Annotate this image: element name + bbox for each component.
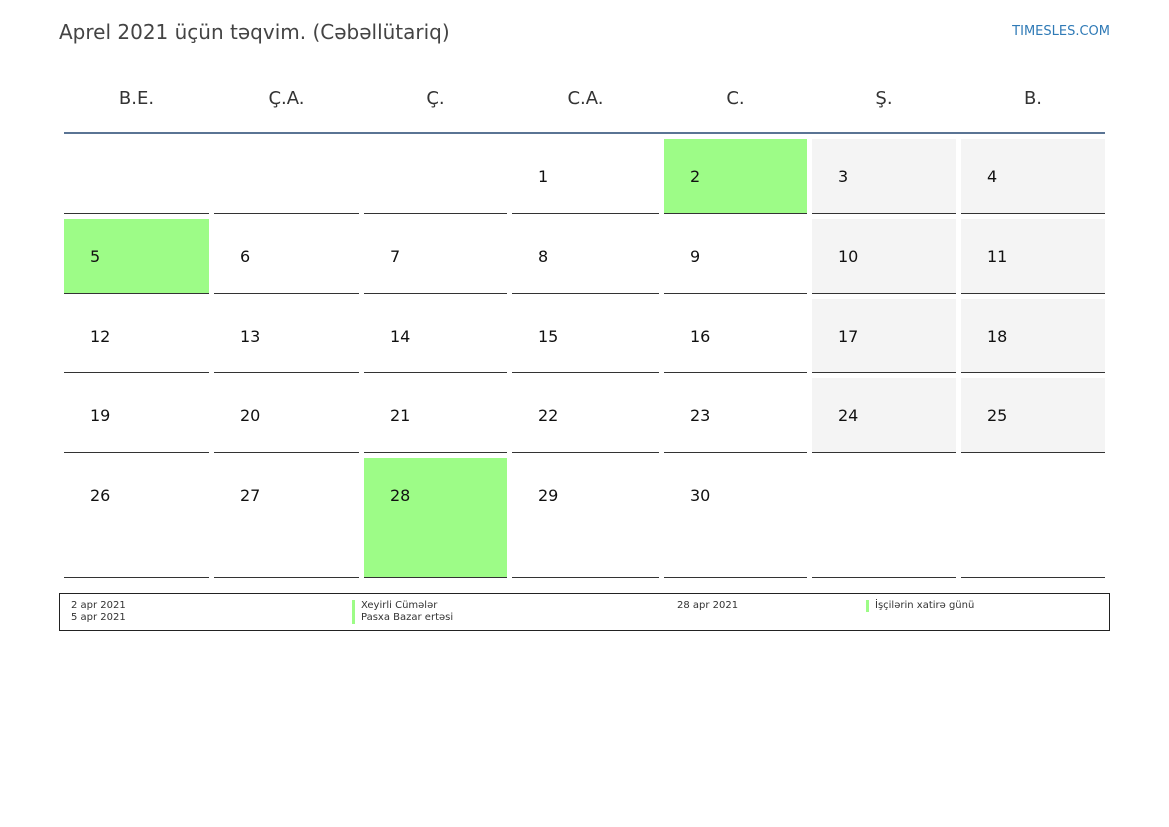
empty-day-cell [64, 139, 209, 214]
day-cell: 13 [214, 299, 359, 373]
day-number: 18 [987, 327, 1008, 346]
day-cell: 8 [512, 219, 659, 294]
day-cell: 7 [364, 219, 507, 294]
day-cell: 9 [664, 219, 807, 294]
day-cell: 16 [664, 299, 807, 373]
day-number: 3 [838, 167, 849, 186]
day-number: 12 [90, 327, 111, 346]
day-cell: 25 [961, 378, 1105, 453]
legend-holiday-name: Pasxa Bazar ertəsi [352, 612, 453, 624]
holiday-legend: 2 apr 2021 Xeyirli Cümələr 5 apr 2021 Pa… [59, 593, 1110, 631]
day-cell: 12 [64, 299, 209, 373]
day-cell: 29 [512, 458, 659, 578]
day-cell: 26 [64, 458, 209, 578]
day-cell: 27 [214, 458, 359, 578]
day-cell: 10 [812, 219, 956, 294]
day-number: 15 [538, 327, 559, 346]
weekday-label: Ç. [426, 88, 445, 109]
weekday-label: C.A. [567, 88, 604, 109]
day-cell: 2 [664, 139, 807, 214]
day-number: 20 [240, 406, 261, 425]
day-number: 23 [690, 406, 711, 425]
weekday-label: B.E. [118, 88, 155, 109]
weekday-label: C. [726, 88, 745, 109]
day-number: 1 [538, 167, 549, 186]
weekday-label: Ş. [875, 88, 893, 109]
day-number: 19 [90, 406, 111, 425]
day-number: 30 [690, 486, 711, 505]
day-number: 6 [240, 247, 251, 266]
day-cell: 21 [364, 378, 507, 453]
day-cell: 17 [812, 299, 956, 373]
day-number: 17 [838, 327, 859, 346]
day-number: 16 [690, 327, 711, 346]
day-number: 2 [690, 167, 701, 186]
legend-date: 2 apr 2021 [71, 600, 126, 611]
day-number: 21 [390, 406, 411, 425]
weekday-label: Ç.A. [268, 88, 305, 109]
day-cell: 6 [214, 219, 359, 294]
weekday-header: B.E. Ç.A. Ç. C.A. C. Ş. B. [64, 86, 1105, 134]
day-cell: 14 [364, 299, 507, 373]
weekday-label: B. [1023, 88, 1043, 109]
day-number: 8 [538, 247, 549, 266]
day-number: 28 [390, 486, 411, 505]
legend-date: 5 apr 2021 [71, 612, 126, 623]
brand-link[interactable]: TIMESLES.COM [1012, 24, 1110, 39]
legend-date: 28 apr 2021 [677, 600, 739, 611]
empty-day-cell [364, 139, 507, 214]
day-cell: 22 [512, 378, 659, 453]
day-number: 11 [987, 247, 1008, 266]
legend-holiday-name: Xeyirli Cümələr [352, 600, 437, 612]
day-cell: 18 [961, 299, 1105, 373]
day-cell: 11 [961, 219, 1105, 294]
day-number: 10 [838, 247, 859, 266]
legend-holiday-name: İşçilərin xatirə günü [866, 600, 974, 612]
day-number: 13 [240, 327, 261, 346]
day-number: 22 [538, 406, 559, 425]
day-cell: 20 [214, 378, 359, 453]
day-number: 7 [390, 247, 401, 266]
day-cell: 1 [512, 139, 659, 214]
day-cell: 4 [961, 139, 1105, 214]
day-number: 26 [90, 486, 111, 505]
day-cell: 23 [664, 378, 807, 453]
day-number: 4 [987, 167, 998, 186]
day-number: 25 [987, 406, 1008, 425]
day-cell: 30 [664, 458, 807, 578]
day-cell: 24 [812, 378, 956, 453]
day-number: 24 [838, 406, 859, 425]
day-number: 27 [240, 486, 261, 505]
day-cell: 28 [364, 458, 507, 578]
empty-day-cell [214, 139, 359, 214]
empty-day-cell [812, 458, 956, 578]
day-number: 29 [538, 486, 559, 505]
page-title: Aprel 2021 üçün təqvim. (Cəbəllütariq) [59, 20, 450, 44]
day-number: 5 [90, 247, 101, 266]
empty-day-cell [961, 458, 1105, 578]
day-cell: 19 [64, 378, 209, 453]
day-cell: 15 [512, 299, 659, 373]
day-number: 9 [690, 247, 701, 266]
day-cell: 5 [64, 219, 209, 294]
day-cell: 3 [812, 139, 956, 214]
day-number: 14 [390, 327, 411, 346]
